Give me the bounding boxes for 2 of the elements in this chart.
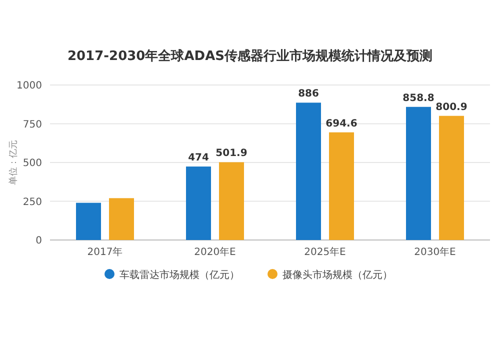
title: 2017-2030年全球ADAS传感器行业市场规模统计情况及预测 (67, 49, 433, 64)
ylabel: 单位：亿元 (9, 140, 19, 185)
